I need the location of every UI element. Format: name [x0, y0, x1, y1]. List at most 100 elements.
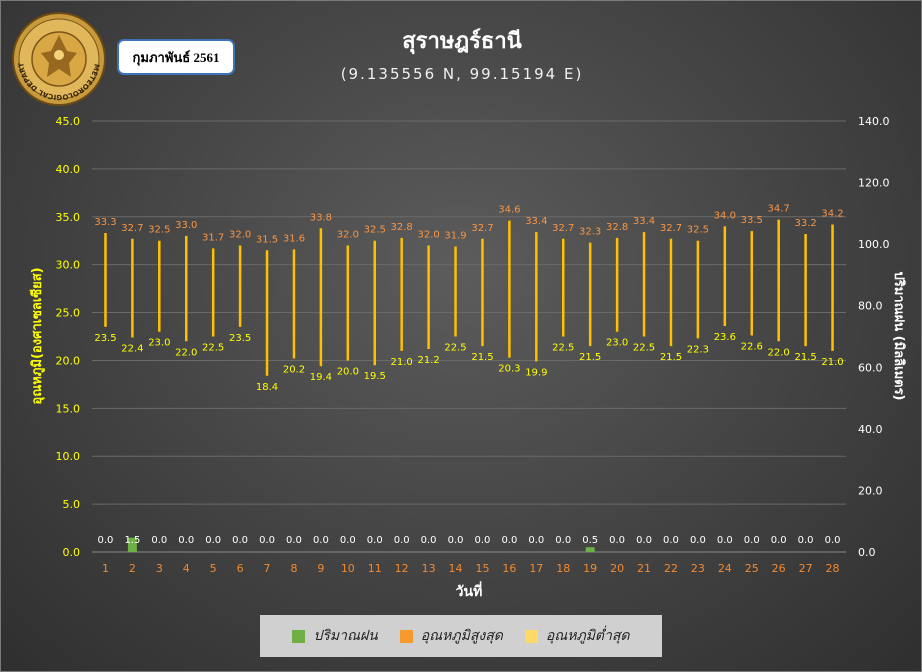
min-temp-label: 20.3: [498, 364, 520, 375]
y-tick-right: 40.0: [858, 423, 883, 436]
min-temp-label: 21.5: [794, 352, 816, 363]
x-tick-label: 7: [264, 562, 271, 575]
rain-data-label: 1.5: [124, 535, 140, 546]
rain-data-label: 0.0: [798, 535, 814, 546]
rain-data-label: 0.0: [178, 535, 194, 546]
max-temp-label: 32.3: [579, 227, 601, 238]
max-temp-label: 33.3: [94, 217, 116, 228]
rain-data-label: 0.0: [367, 535, 383, 546]
legend-label-min-temp: อุณหภูมิต่ำสุด: [545, 628, 630, 644]
legend-label-rain: ปริมาณฝน: [313, 628, 378, 644]
y-tick-left: 45.0: [56, 115, 81, 128]
max-temp-label: 32.0: [337, 230, 359, 241]
min-temp-label: 18.4: [256, 382, 278, 393]
rain-data-label: 0.0: [771, 535, 787, 546]
rain-data-label: 0.0: [555, 535, 571, 546]
x-tick-label: 26: [772, 562, 786, 575]
x-tick-label: 20: [610, 562, 624, 575]
max-temp-label: 33.0: [175, 220, 197, 231]
min-temp-label: 23.5: [229, 333, 251, 344]
min-temp-label: 22.6: [741, 342, 763, 353]
rain-data-label: 0.0: [340, 535, 356, 546]
legend-swatch-min-temp: [524, 629, 538, 643]
x-tick-label: 6: [237, 562, 244, 575]
min-temp-label: 22.5: [444, 343, 466, 354]
min-temp-label: 21.5: [660, 352, 682, 363]
y-tick-left: 30.0: [56, 259, 81, 272]
chart-title: สุราษฎร์ธานี: [402, 29, 522, 54]
x-tick-label: 28: [826, 562, 840, 575]
max-temp-label: 32.7: [121, 223, 143, 234]
max-temp-label: 32.5: [148, 225, 170, 236]
rain-data-label: 0.0: [232, 535, 248, 546]
y-tick-left: 0.0: [63, 546, 81, 559]
y-tick-left: 15.0: [56, 402, 81, 415]
legend-label-max-temp: อุณหภูมิสูงสุด: [420, 628, 503, 644]
min-temp-label: 22.5: [552, 343, 574, 354]
max-temp-label: 32.7: [660, 223, 682, 234]
x-tick-label: 17: [529, 562, 543, 575]
y-tick-left: 35.0: [56, 211, 81, 224]
x-tick-label: 18: [556, 562, 570, 575]
x-tick-label: 5: [210, 562, 217, 575]
rain-data-label: 0.0: [636, 535, 652, 546]
y-tick-right: 60.0: [858, 361, 883, 374]
max-temp-label: 34.0: [714, 210, 736, 221]
min-temp-label: 23.6: [714, 332, 736, 343]
rain-data-label: 0.0: [528, 535, 544, 546]
rain-data-label: 0.0: [663, 535, 679, 546]
x-tick-label: 11: [368, 562, 382, 575]
rain-data-label: 0.0: [421, 535, 437, 546]
max-temp-label: 34.6: [498, 205, 520, 216]
min-temp-label: 20.0: [337, 366, 359, 377]
legend-item-rain: ปริมาณฝน: [292, 625, 378, 647]
min-temp-label: 22.5: [633, 343, 655, 354]
max-temp-label: 32.5: [364, 225, 386, 236]
y-tick-left: 10.0: [56, 450, 81, 463]
max-temp-label: 32.0: [229, 230, 251, 241]
legend-swatch-rain: [292, 629, 306, 643]
rain-data-label: 0.0: [690, 535, 706, 546]
x-tick-label: 16: [502, 562, 516, 575]
x-tick-label: 4: [183, 562, 190, 575]
rain-data-label: 0.5: [582, 535, 598, 546]
min-temp-label: 23.0: [606, 338, 628, 349]
rain-data-label: 0.0: [717, 535, 733, 546]
x-tick-label: 23: [691, 562, 705, 575]
max-temp-label: 34.2: [821, 208, 843, 219]
x-tick-label: 1: [102, 562, 109, 575]
x-tick-label: 12: [395, 562, 409, 575]
y-tick-left: 5.0: [63, 498, 81, 511]
legend-item-max-temp: อุณหภูมิสูงสุด: [399, 625, 503, 647]
rain-data-label: 0.0: [259, 535, 275, 546]
rain-data-label: 0.0: [501, 535, 517, 546]
rain-data-label: 0.0: [475, 535, 491, 546]
x-tick-label: 10: [341, 562, 355, 575]
month-label-box: กุมภาพันธ์ 2561: [117, 39, 235, 75]
min-temp-label: 23.5: [94, 333, 116, 344]
y-tick-right: 0.0: [858, 546, 876, 559]
max-temp-label: 33.4: [525, 216, 547, 227]
rain-data-label: 0.0: [825, 535, 841, 546]
x-tick-label: 3: [156, 562, 163, 575]
y-axis-right-title: ปริมาณฝน (มิลลิเมตร): [891, 271, 906, 400]
chart-legend: ปริมาณฝน อุณหภูมิสูงสุด อุณหภูมิต่ำสุด: [260, 615, 662, 657]
max-temp-label: 31.7: [202, 232, 224, 243]
y-tick-right: 140.0: [858, 115, 890, 128]
chart-subtitle: (9.135556 N, 99.15194 E): [340, 65, 584, 83]
max-temp-label: 34.7: [768, 204, 790, 215]
min-temp-label: 22.0: [175, 347, 197, 358]
min-temp-label: 22.0: [768, 347, 790, 358]
rain-data-label: 0.0: [286, 535, 302, 546]
y-tick-right: 120.0: [858, 177, 890, 190]
x-tick-label: 25: [745, 562, 759, 575]
x-tick-label: 22: [664, 562, 678, 575]
x-tick-label: 19: [583, 562, 597, 575]
min-temp-label: 21.2: [417, 355, 439, 366]
rain-data-label: 0.0: [205, 535, 221, 546]
y-tick-left: 20.0: [56, 354, 81, 367]
max-temp-label: 33.2: [794, 218, 816, 229]
rain-data-label: 0.0: [98, 535, 114, 546]
